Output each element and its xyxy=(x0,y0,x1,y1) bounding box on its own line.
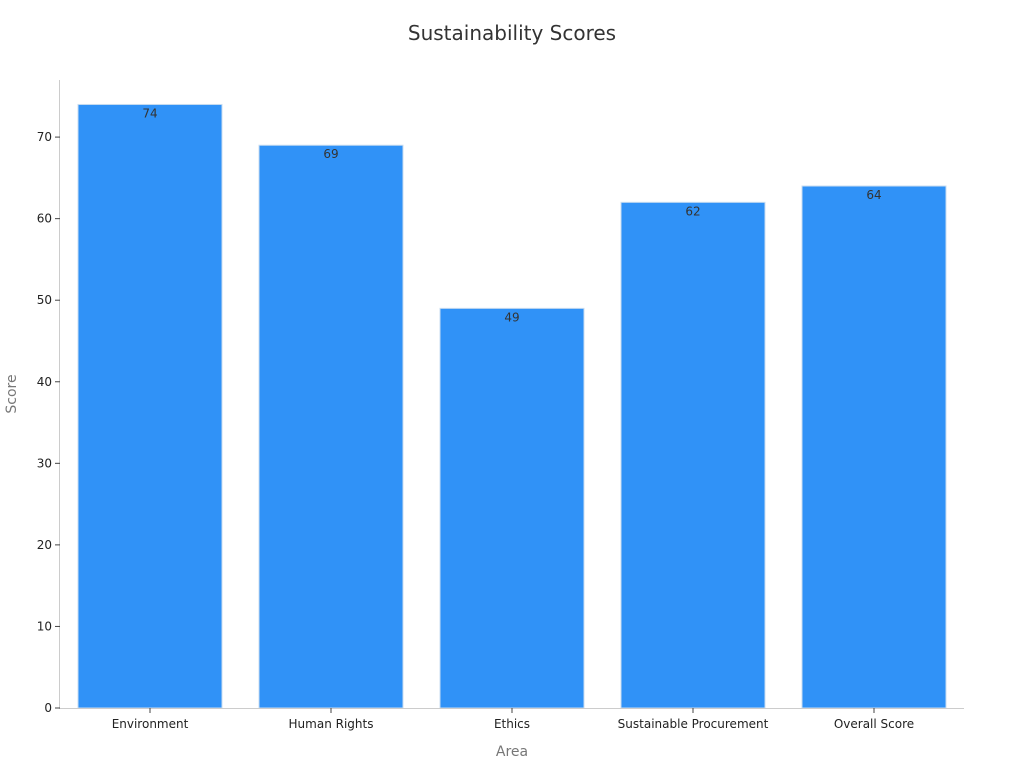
y-tick-label: 60 xyxy=(37,212,52,226)
data-label: 74 xyxy=(142,106,157,120)
x-axis-ticks: Environment Human Rights Ethics Sustainable… xyxy=(112,708,914,731)
y-tick-label: 40 xyxy=(37,375,52,389)
data-label: 69 xyxy=(323,147,338,161)
x-tick-label: Ethics xyxy=(494,717,530,731)
data-labels-layer: 74 69 49 62 64 xyxy=(142,106,881,324)
data-label: 62 xyxy=(685,204,700,218)
y-axis-label: Score xyxy=(4,374,20,413)
y-tick-label: 70 xyxy=(37,130,52,144)
x-tick-label: Environment xyxy=(112,717,189,731)
y-tick-label: 50 xyxy=(37,293,52,307)
bar xyxy=(439,307,585,709)
y-tick-label: 30 xyxy=(37,456,52,470)
data-label: 64 xyxy=(866,188,881,202)
x-tick-label: Overall Score xyxy=(834,717,914,731)
bar xyxy=(620,201,766,709)
y-tick-label: 0 xyxy=(44,701,52,715)
bars-layer xyxy=(77,103,947,709)
y-tick-label: 20 xyxy=(37,538,52,552)
y-tick-label: 10 xyxy=(37,619,52,633)
data-label: 49 xyxy=(504,310,519,324)
bar xyxy=(258,144,404,709)
chart-title: Sustainability Scores xyxy=(408,21,616,45)
y-axis-ticks: 0 10 20 30 40 50 60 70 xyxy=(37,130,60,715)
x-tick-label: Sustainable Procurement xyxy=(618,717,769,731)
x-tick-label: Human Rights xyxy=(289,717,374,731)
x-axis-label: Area xyxy=(496,744,528,760)
bar xyxy=(77,103,223,709)
bar xyxy=(801,185,947,709)
